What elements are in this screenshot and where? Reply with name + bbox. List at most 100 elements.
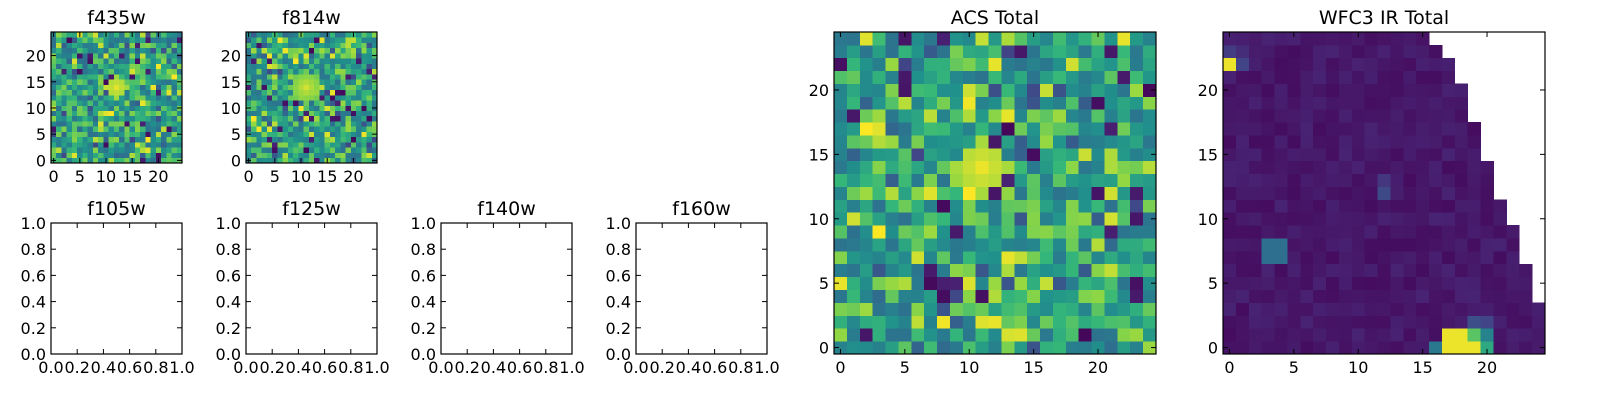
heatmap-cell [356,94,362,101]
heatmap-cell [962,173,977,187]
heatmap-cell [171,79,178,85]
heatmap-cell [885,70,899,84]
heatmap-cell [356,152,362,159]
heatmap-cell [256,105,263,111]
heatmap-cell [324,152,331,159]
heatmap-cell [1065,263,1080,278]
heatmap-cell [1300,225,1314,239]
heatmap-cell [371,147,378,153]
heatmap-cell [1104,173,1118,187]
heatmap-cell [113,63,120,70]
heatmap-cell [92,79,99,85]
heatmap-cell [161,126,167,132]
heatmap-cell [82,37,89,43]
heatmap-cell [1052,147,1067,162]
heatmap-cell [314,126,320,132]
heatmap-cell [1429,341,1443,355]
heatmap-cell [1143,238,1157,252]
heatmap-cell [171,142,178,148]
heatmap-cell [171,47,178,54]
heatmap-cell [1377,263,1391,278]
heatmap-cell [846,96,861,110]
heatmap-cell [1338,83,1353,97]
heatmap-cell [859,173,874,187]
heatmap-cell [166,42,172,49]
heatmap-cell [1454,302,1469,316]
heatmap-cell [308,58,315,64]
heatmap-cell [246,147,252,153]
heatmap-cell [1403,135,1417,149]
panel-title: f105w [87,198,146,220]
heatmap-cell [298,89,305,96]
x-tick-label: 10 [96,167,116,186]
heatmap-cell [885,96,899,110]
heatmap-cell [1117,44,1131,59]
x-tick-label: 0.8 [143,358,168,377]
heatmap-cell [1261,109,1275,123]
heatmap-cell [1274,289,1288,303]
heatmap-cell [1223,135,1237,149]
heatmap-cell [885,328,899,342]
heatmap-cell [155,126,162,132]
heatmap-cell [949,32,964,46]
heatmap-cell [1364,70,1378,84]
heatmap-cell [150,52,157,59]
heatmap-cell [988,109,1002,123]
heatmap-cell [145,147,151,153]
heatmap-cell [335,115,341,122]
heatmap-cell [277,37,284,43]
heatmap-cell [1143,289,1157,303]
heatmap-cell [171,94,178,101]
heatmap-cell [366,110,373,117]
heatmap-cell [898,328,912,342]
heatmap-cell [251,68,257,75]
heatmap-cell [1467,328,1481,342]
heatmap-cell [937,238,951,252]
heatmap-cell [266,110,273,117]
heatmap-cell [1130,302,1144,316]
heatmap-cell [277,152,284,159]
heatmap-cell [293,105,299,111]
heatmap-cell [1001,302,1015,316]
heatmap-cell [1351,135,1366,149]
heatmap-cell [846,147,861,162]
heatmap-cell [314,94,320,101]
heatmap-cell [846,250,861,265]
heatmap-cell [846,263,861,278]
heatmap-cell [885,160,899,175]
heatmap-cell [885,147,899,162]
heatmap-cell [1287,186,1301,200]
heatmap-cell [119,152,125,159]
heatmap-cell [77,147,83,153]
heatmap-cell [1441,83,1456,97]
heatmap-cell [1287,276,1301,290]
heatmap-cell [1416,109,1430,123]
heatmap-cell [298,121,305,127]
heatmap-cell [361,37,367,43]
heatmap-cell [1274,44,1288,59]
heatmap-cell [145,89,151,96]
heatmap-cell [134,94,141,101]
heatmap-cell [66,147,73,153]
heatmap-cell [1091,32,1105,46]
heatmap-cell [350,79,357,85]
heatmap-cell [134,110,141,117]
heatmap-cell [324,68,331,75]
heatmap-cell [66,68,73,75]
heatmap-cell [356,47,362,54]
heatmap-cell [846,302,861,316]
heatmap-cell [335,58,341,64]
heatmap-cell [1351,147,1366,162]
heatmap-cell [282,157,289,164]
heatmap-cell [846,44,861,59]
heatmap-cell [324,63,331,70]
heatmap-cell [1261,250,1275,265]
heatmap-cell [834,315,848,329]
heatmap-cell [366,89,373,96]
heatmap-cell [340,157,346,164]
heatmap-cell [51,126,57,132]
heatmap-cell [1506,341,1520,355]
heatmap-cell [71,52,78,59]
heatmap-cell [119,32,125,38]
heatmap-cell [1027,186,1041,200]
